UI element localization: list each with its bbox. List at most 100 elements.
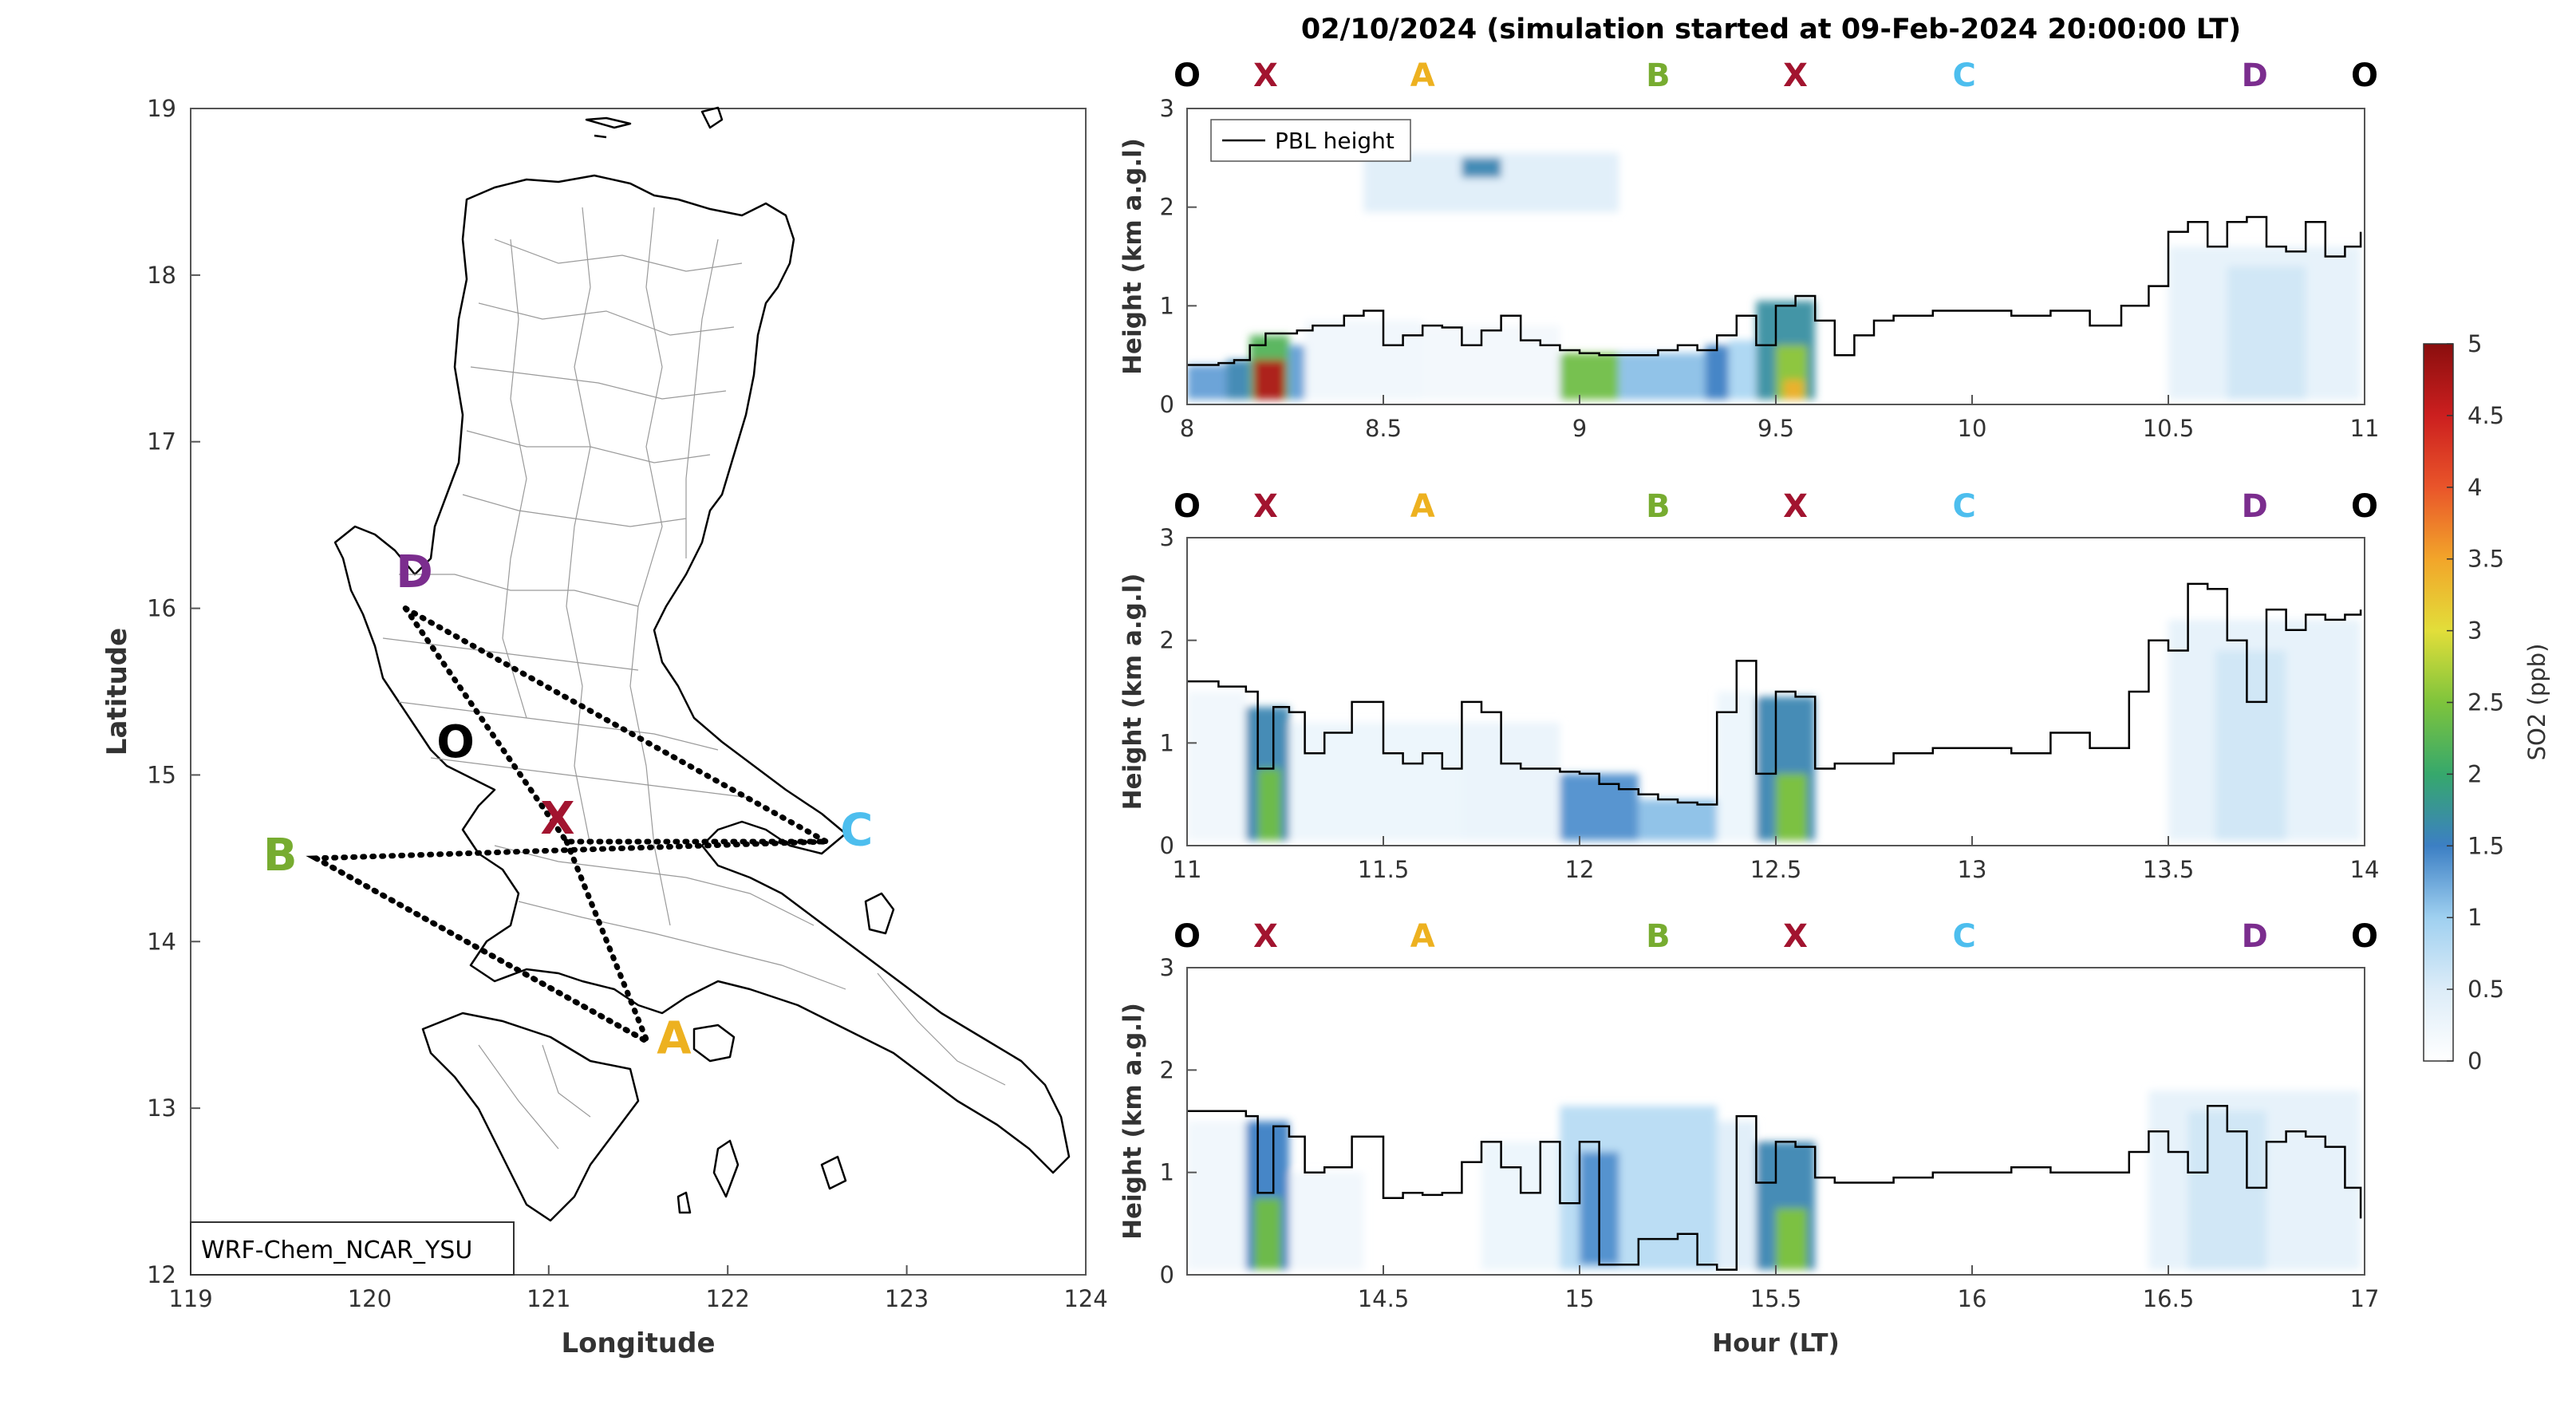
site-label-o: O xyxy=(1174,57,1201,94)
y-tick-label: 1 xyxy=(1160,292,1174,319)
so2-cell xyxy=(1619,353,1706,400)
coastline xyxy=(333,106,1071,1222)
luzon-landmass xyxy=(333,174,1071,1174)
y-tick-label: 1 xyxy=(1160,1159,1174,1186)
so2-cell xyxy=(1253,1197,1282,1270)
so2-cell xyxy=(1560,353,1619,400)
y-tick-label: 2 xyxy=(1160,627,1174,654)
x-tick-label: 14.5 xyxy=(1358,1285,1410,1312)
map-axes-box xyxy=(190,108,1087,1276)
map-y-tick-label: 19 xyxy=(147,95,176,122)
site-label-x: X xyxy=(1783,57,1808,94)
y-tick-label: 3 xyxy=(1160,954,1174,981)
x-tick-label: 15 xyxy=(1565,1285,1595,1312)
so2-cell xyxy=(1462,722,1560,841)
x-tick-label: 17 xyxy=(2350,1285,2380,1312)
route-segment xyxy=(313,855,650,1045)
map-y-tick-label: 17 xyxy=(147,428,176,456)
mindoro-island xyxy=(421,1012,640,1222)
so2-cell xyxy=(2215,650,2286,841)
site-label-b: B xyxy=(1646,57,1671,94)
x-tick-label: 8.5 xyxy=(1365,415,1402,442)
map-y-ticks: 12 13 14 15 16 17 18 19 xyxy=(147,95,200,1288)
model-label: WRF-Chem_NCAR_YSU xyxy=(201,1237,472,1264)
small-islands-north xyxy=(585,106,724,139)
site-label-o: O xyxy=(1174,918,1201,955)
so2-cell xyxy=(1288,1172,1364,1270)
so2-cell xyxy=(1717,692,1757,841)
site-label-a: A xyxy=(1410,488,1435,525)
site-label-c: C xyxy=(1952,57,1975,94)
x-tick-label: 12.5 xyxy=(1750,856,1802,883)
colorbar-tick-label: 2 xyxy=(2468,760,2482,787)
map-y-axis-label: Latitude xyxy=(101,628,133,755)
site-label-o: O xyxy=(2351,488,2378,525)
y-axis-label: Height (km a.g.l) xyxy=(1118,138,1147,375)
x-tick-label: 13.5 xyxy=(2143,856,2195,883)
pbl-height-line xyxy=(1187,1105,2362,1271)
x-tick-label: 11 xyxy=(2350,415,2380,442)
map-x-tick-label: 123 xyxy=(885,1285,929,1312)
so2-cell xyxy=(1638,799,1718,841)
y-axis-label: Height (km a.g.l) xyxy=(1118,1003,1147,1240)
site-label-d: D xyxy=(2242,57,2268,94)
so2-cell xyxy=(1257,768,1282,841)
site-label-x: X xyxy=(1783,918,1808,955)
colorbar-tick-label: 4.5 xyxy=(2468,402,2504,429)
colorbar-label: SO2 (ppb) xyxy=(2523,644,2550,761)
map-marker-a: A xyxy=(657,1013,692,1065)
colorbar-tick-label: 0 xyxy=(2468,1047,2482,1075)
site-label-a: A xyxy=(1410,918,1435,955)
colorbar: 0 0.5 1 1.5 2 2.5 3 3.5 4 4.5 5 SO2 (ppb) xyxy=(2423,330,2550,1075)
panel-1: 8 8.5 9 9.5 10 10.5 11 0 1 2 3 Height (km a.g.l) O X A… xyxy=(1118,57,2379,442)
colorbar-tick-label: 3 xyxy=(2468,617,2482,645)
so2-cell xyxy=(1462,157,1501,178)
so2-cell xyxy=(1705,345,1729,400)
map-x-tick-label: 121 xyxy=(527,1285,570,1312)
map-panel: D O X B C A 119 120 121 122 123 124 12 13 14 15 16 17 18… xyxy=(101,95,1108,1359)
x-tick-label: 16.5 xyxy=(2143,1285,2195,1312)
y-tick-label: 3 xyxy=(1160,524,1174,551)
map-y-tick-label: 16 xyxy=(147,595,176,622)
map-x-tick-label: 120 xyxy=(348,1285,392,1312)
so2-cell xyxy=(1253,360,1285,400)
map-x-axis-label: Longitude xyxy=(561,1327,715,1359)
x-axis-label: Hour (LT) xyxy=(1712,1329,1840,1358)
map-markers: D O X B C A xyxy=(263,546,873,1065)
so2-cell xyxy=(1304,320,1423,400)
map-y-tick-label: 12 xyxy=(147,1261,176,1288)
small-islands-south xyxy=(677,1139,847,1214)
route-segment xyxy=(563,838,650,1045)
site-label-x: X xyxy=(1253,488,1278,525)
site-label-o: O xyxy=(1174,488,1201,525)
site-label-a: A xyxy=(1410,57,1435,94)
so2-field-blurred xyxy=(1187,619,2361,841)
pbl-height-line xyxy=(1187,215,2362,366)
colorbar-tick-label: 5 xyxy=(2468,330,2482,357)
map-y-tick-label: 13 xyxy=(147,1095,176,1122)
so2-cell xyxy=(1481,1142,1560,1270)
site-label-b: B xyxy=(1646,488,1671,525)
x-tick-label: 15.5 xyxy=(1750,1285,1802,1312)
y-axis-label: Height (km a.g.l) xyxy=(1118,574,1147,811)
so2-cell xyxy=(2187,1110,2266,1270)
map-y-tick-label: 18 xyxy=(147,262,176,289)
map-x-tick-label: 119 xyxy=(168,1285,212,1312)
x-tick-label: 8 xyxy=(1180,415,1194,442)
map-marker-c: C xyxy=(840,805,873,857)
site-label-x: X xyxy=(1783,488,1808,525)
legend-label: PBL height xyxy=(1275,128,1395,154)
site-label-o: O xyxy=(2351,918,2378,955)
map-x-tick-label: 122 xyxy=(706,1285,750,1312)
y-tick-label: 2 xyxy=(1160,1056,1174,1083)
y-tick-label: 2 xyxy=(1160,194,1174,221)
y-tick-label: 1 xyxy=(1160,729,1174,756)
so2-field-blurred xyxy=(1187,1091,2361,1270)
site-label-d: D xyxy=(2242,488,2268,525)
x-tick-label: 11.5 xyxy=(1358,856,1410,883)
site-label-x: X xyxy=(1253,918,1278,955)
map-marker-b: B xyxy=(263,830,298,882)
